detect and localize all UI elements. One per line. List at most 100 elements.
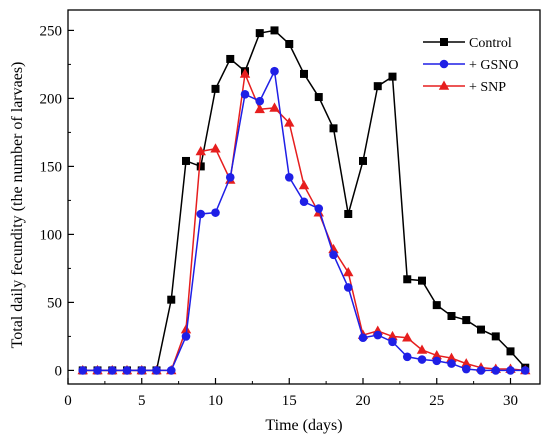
data-point-gsno [240, 90, 250, 99]
data-point-control [359, 156, 367, 165]
data-point-control [477, 325, 485, 334]
data-point-gsno [447, 359, 456, 368]
data-point-control [447, 312, 456, 320]
data-point-control [285, 40, 294, 48]
data-point-control [462, 316, 471, 325]
data-point-snp [195, 145, 206, 156]
data-point-control [226, 54, 235, 63]
data-point-snp [446, 352, 457, 362]
data-point-control [506, 347, 515, 356]
data-point-control [300, 69, 308, 78]
data-point-gsno [137, 366, 147, 375]
data-point-gsno [225, 172, 235, 182]
data-point-gsno [476, 366, 486, 375]
x-tick-label: 15 [282, 393, 297, 409]
data-point-snp [180, 324, 192, 334]
data-point-gsno [196, 209, 206, 219]
data-point-gsno [122, 366, 132, 375]
data-point-snp [461, 358, 472, 368]
data-point-control [255, 29, 264, 38]
data-point-snp [416, 344, 428, 354]
data-point-control [270, 26, 279, 35]
data-point-control [344, 210, 353, 218]
axis-ticks: 0 5 10 15 20 25 30 0 50 100 150 200 250 [40, 23, 519, 409]
data-point-control [432, 301, 441, 310]
x-axis-title: Time (days) [265, 417, 342, 434]
y-tick-label: 250 [40, 23, 63, 39]
y-tick-label: 150 [40, 159, 63, 175]
data-point-control [491, 332, 500, 341]
data-point-control [418, 276, 426, 285]
y-axis-title: Total daily fecundity (the number of lar… [9, 62, 26, 349]
data-point-control [314, 93, 323, 102]
legend-item-control: Control [423, 36, 512, 51]
data-point-snp [269, 102, 280, 112]
legend-item-gsno: + GSNO [423, 58, 519, 73]
data-point-gsno [491, 366, 501, 375]
data-point-gsno [107, 366, 117, 375]
legend-marker-snp [438, 80, 450, 90]
data-point-snp [284, 117, 295, 127]
legend-label-gsno: + GSNO [469, 58, 519, 73]
series-line-snp [82, 71, 526, 372]
y-tick-label: 100 [40, 227, 63, 243]
data-point-gsno [284, 172, 294, 182]
data-point-gsno [432, 356, 442, 366]
y-tick-label: 0 [55, 363, 63, 379]
y-tick-label: 50 [47, 295, 62, 311]
data-point-gsno [402, 352, 412, 362]
legend-item-snp: + SNP [423, 80, 506, 95]
data-point-control [167, 295, 176, 304]
legend-label-snp: + SNP [469, 80, 506, 95]
data-point-gsno [166, 366, 176, 375]
x-tick-label: 25 [429, 393, 444, 409]
data-point-gsno [270, 66, 279, 76]
data-point-control [196, 162, 205, 171]
legend-marker-gsno [439, 59, 449, 69]
data-point-snp [328, 243, 339, 254]
data-point-snp [254, 103, 265, 114]
series-gsno [78, 66, 530, 375]
x-tick-label: 20 [356, 393, 371, 409]
data-point-snp [210, 143, 221, 153]
x-tick-label: 5 [138, 393, 146, 409]
data-point-gsno [506, 366, 515, 375]
data-point-gsno [211, 208, 220, 217]
data-point-control [329, 124, 338, 133]
data-point-gsno [388, 337, 397, 347]
data-point-control [211, 84, 220, 93]
data-point-gsno [461, 364, 471, 374]
data-point-gsno [255, 96, 265, 106]
data-point-gsno [314, 204, 324, 213]
data-point-gsno [152, 366, 161, 375]
x-tick-label: 30 [503, 393, 518, 409]
data-point-gsno [417, 355, 427, 364]
data-point-gsno [373, 330, 383, 340]
data-point-gsno [343, 283, 353, 292]
y-tick-label: 200 [40, 91, 63, 107]
series-line-gsno [82, 68, 526, 372]
data-point-control [388, 72, 397, 81]
data-point-snp [343, 266, 354, 277]
data-point-snp [431, 349, 442, 360]
data-point-gsno [358, 333, 368, 343]
series-snp [77, 68, 531, 375]
data-point-gsno [299, 197, 309, 207]
data-point-snp [387, 330, 398, 341]
data-point-snp [402, 332, 413, 342]
data-point-gsno [78, 366, 88, 375]
data-point-control [373, 82, 382, 91]
plot-frame [67, 9, 541, 385]
legend-marker-control [440, 38, 448, 46]
data-point-snp [239, 68, 251, 78]
legend: Control + GSNO + SNP [423, 36, 519, 95]
data-point-snp [298, 179, 310, 190]
legend-label-control: Control [469, 36, 512, 51]
data-point-control [403, 275, 412, 284]
data-point-gsno [329, 250, 338, 260]
data-point-gsno [181, 332, 191, 341]
x-tick-label: 10 [208, 393, 223, 409]
x-tick-label: 0 [64, 393, 72, 409]
data-point-gsno [520, 366, 530, 375]
